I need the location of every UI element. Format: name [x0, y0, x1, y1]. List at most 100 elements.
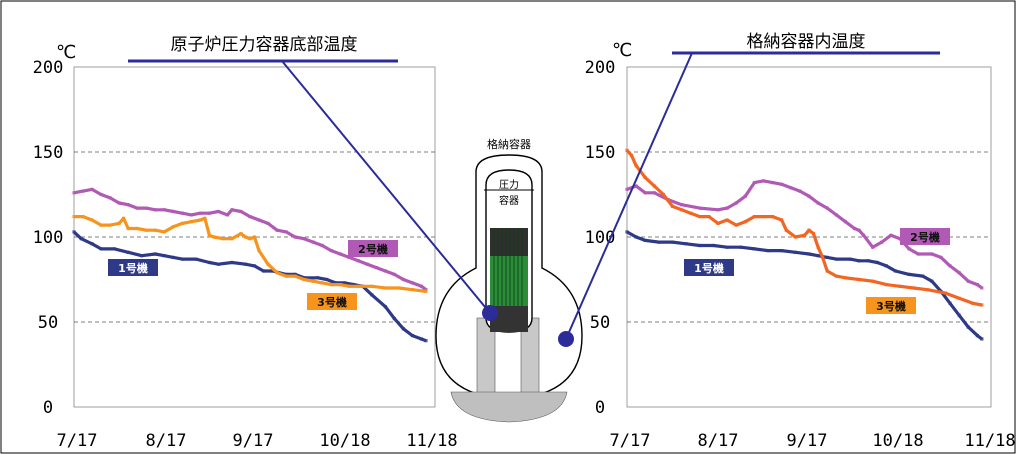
data-point [898, 284, 902, 288]
data-point [311, 279, 315, 283]
data-point [893, 269, 898, 273]
data-point [370, 293, 374, 297]
data-point [921, 274, 925, 278]
data-point [180, 257, 184, 261]
data-point [975, 334, 979, 338]
data-point [752, 181, 756, 185]
data-point [925, 288, 929, 292]
data-point [652, 184, 656, 188]
data-point [698, 206, 702, 210]
data-point [383, 269, 387, 273]
series-label-box [108, 259, 158, 276]
data-point [243, 235, 248, 239]
data-point [248, 237, 252, 241]
data-point [122, 216, 126, 220]
data-point [81, 215, 85, 219]
data-point [126, 226, 130, 231]
data-point [239, 232, 243, 236]
data-point [99, 192, 103, 197]
data-point [329, 283, 333, 287]
y-tick-label: 50 [590, 313, 610, 333]
data-point [789, 186, 793, 190]
data-point [875, 260, 879, 265]
data-point [643, 191, 647, 195]
data-point [203, 216, 207, 220]
data-point [383, 286, 387, 290]
data-point [401, 327, 406, 331]
data-point [126, 250, 130, 254]
data-point [798, 189, 802, 193]
data-point [198, 211, 202, 215]
data-point [207, 233, 211, 237]
series-line [626, 230, 983, 341]
data-point [99, 223, 103, 227]
x-tick-label: 10/18 [872, 431, 923, 451]
data-point [743, 220, 747, 224]
data-point [716, 208, 720, 212]
data-point [948, 264, 952, 268]
data-point [793, 250, 797, 254]
data-point [171, 225, 175, 229]
data-point [816, 201, 820, 205]
data-point [834, 213, 838, 217]
data-point [807, 252, 811, 256]
data-point [347, 255, 351, 259]
data-point [239, 209, 243, 214]
data-point [162, 254, 166, 258]
data-point [889, 233, 893, 237]
data-point [821, 255, 825, 259]
connector-line-rpv [281, 60, 491, 314]
data-point [374, 266, 378, 270]
series-label-box [900, 228, 950, 245]
y-tick-label: 150 [585, 143, 616, 163]
data-point [843, 276, 847, 280]
data-point [316, 276, 320, 280]
data-point [180, 221, 184, 225]
marker-rpv-bottom [482, 305, 498, 321]
data-point [725, 206, 729, 210]
data-point [784, 228, 788, 232]
chart-rpv-bottom-temperature: 0 50 100 150 200 7/17 8/17 9/17 10/18 11/18 ℃ 原子… [33, 35, 458, 451]
data-point [734, 223, 738, 227]
data-point [907, 247, 911, 251]
series-label-box [307, 293, 357, 310]
data-point [980, 303, 984, 307]
series-label-text: 2号機 [358, 242, 388, 256]
data-point [108, 196, 112, 200]
data-point [980, 337, 984, 341]
data-point [689, 211, 693, 215]
data-point [144, 228, 148, 232]
pedestal-cavity [494, 329, 522, 401]
data-point [643, 175, 647, 180]
data-point [275, 271, 279, 275]
y-tick-label: 150 [33, 143, 64, 163]
data-point [725, 245, 729, 249]
x-tick-label: 8/17 [146, 431, 187, 451]
data-point [752, 215, 756, 219]
y-tick-label: 0 [43, 398, 53, 418]
data-point [802, 233, 807, 237]
series-group [72, 187, 428, 343]
data-point [270, 269, 275, 273]
data-point [761, 179, 766, 183]
data-point [825, 269, 829, 273]
data-point [352, 283, 356, 287]
series-line [625, 149, 983, 307]
data-point [957, 313, 961, 317]
data-point [625, 148, 629, 152]
data-point [284, 274, 288, 278]
data-point [780, 218, 784, 222]
data-point [171, 255, 175, 259]
data-point [189, 213, 193, 217]
data-point [275, 228, 279, 232]
data-point [135, 206, 139, 210]
data-point [625, 230, 629, 234]
data-point [410, 288, 415, 292]
series-label-text: 1号機 [118, 261, 148, 275]
data-point [939, 255, 943, 259]
data-point [108, 223, 112, 227]
data-point [743, 194, 747, 198]
data-point [419, 284, 424, 288]
